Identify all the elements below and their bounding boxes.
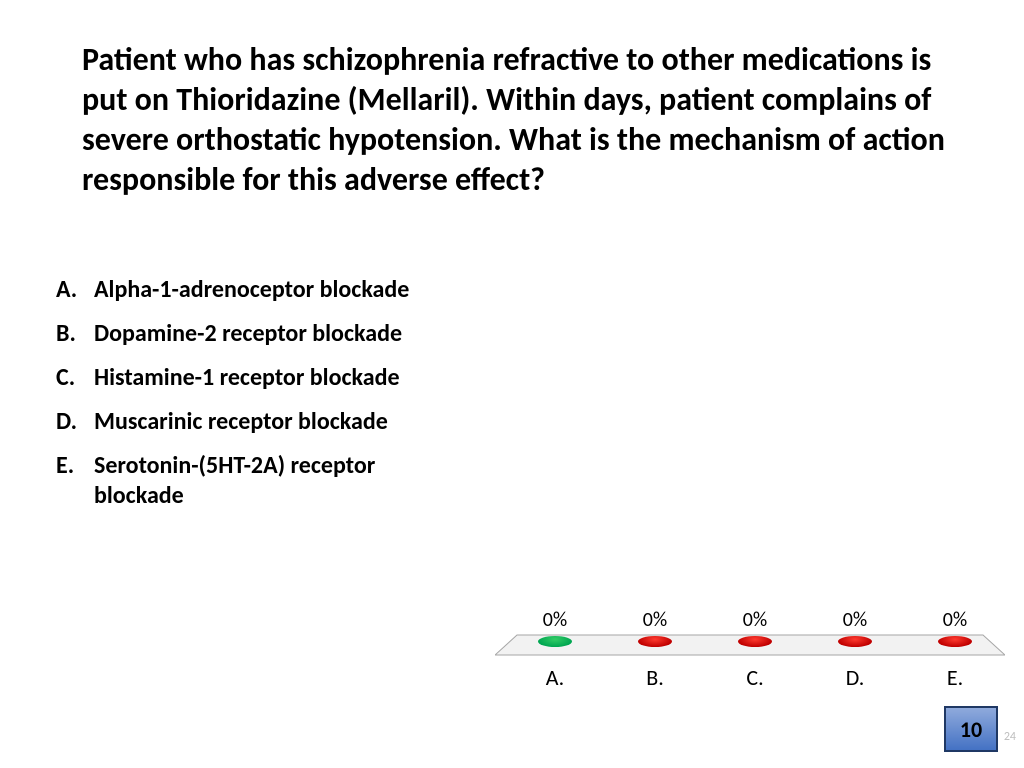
chart-pct: 0% <box>925 608 985 632</box>
chart-pct: 0% <box>625 608 685 632</box>
chart-marker <box>938 636 972 647</box>
option-letter: D. <box>56 407 94 436</box>
option-text: Histamine-1 receptor blockade <box>94 363 400 393</box>
option-text: Alpha-1-adrenoceptor blockade <box>94 275 409 305</box>
option-letter: C. <box>56 363 94 392</box>
option-b[interactable]: B. Dopamine-2 receptor blockade <box>56 319 456 349</box>
options-list: A. Alpha-1-adrenoceptor blockade B. Dopa… <box>56 275 456 511</box>
chart-marker <box>838 636 872 647</box>
option-c[interactable]: C. Histamine-1 receptor blockade <box>56 363 456 393</box>
countdown-timer: 10 <box>944 706 998 752</box>
option-letter: B. <box>56 319 94 348</box>
chart-marker <box>538 636 572 647</box>
chart-marker <box>738 636 772 647</box>
option-d[interactable]: D. Muscarinic receptor blockade <box>56 407 456 437</box>
chart-label: D. <box>825 664 885 691</box>
chart-pct: 0% <box>525 608 585 632</box>
question-block: Patient who has schizophrenia refractive… <box>82 40 952 200</box>
chart-marker <box>638 636 672 647</box>
response-chart: 0% A. 0% B. 0% C. 0% D. 0% E. <box>495 610 1005 700</box>
timer-value: 10 <box>960 716 982 743</box>
question-text: Patient who has schizophrenia refractive… <box>82 40 952 200</box>
chart-label: A. <box>525 664 585 691</box>
chart-pct: 0% <box>725 608 785 632</box>
option-text: Dopamine-2 receptor blockade <box>94 319 402 349</box>
option-text: Muscarinic receptor blockade <box>94 407 388 437</box>
option-letter: E. <box>56 451 94 480</box>
option-letter: A. <box>56 275 94 304</box>
chart-label: B. <box>625 664 685 691</box>
option-a[interactable]: A. Alpha-1-adrenoceptor blockade <box>56 275 456 305</box>
chart-label: E. <box>925 664 985 691</box>
option-e[interactable]: E. Serotonin-(5HT-2A) receptor blockade <box>56 451 456 511</box>
option-text: Serotonin-(5HT-2A) receptor blockade <box>94 451 456 511</box>
options-block: A. Alpha-1-adrenoceptor blockade B. Dopa… <box>56 275 456 525</box>
chart-label: C. <box>725 664 785 691</box>
slide-number: 24 <box>1004 730 1016 744</box>
chart-pct: 0% <box>825 608 885 632</box>
